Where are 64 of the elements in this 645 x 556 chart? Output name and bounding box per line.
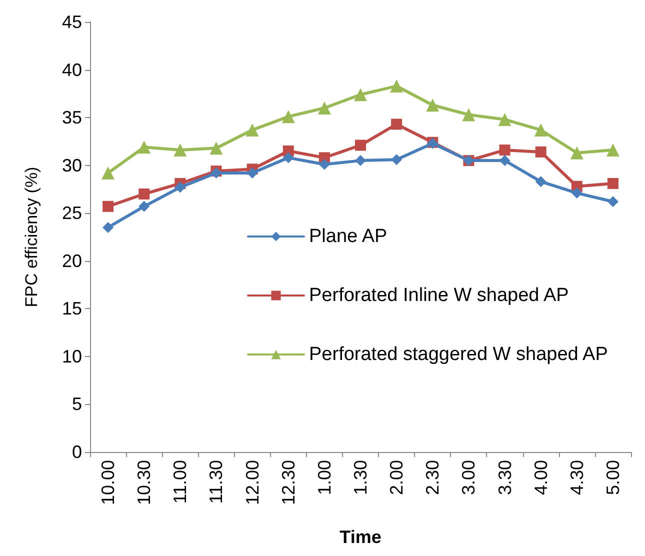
point — [390, 80, 404, 93]
x-tick-label: 4.00 — [530, 460, 551, 496]
point — [102, 166, 115, 180]
y-tick-label: 20 — [62, 250, 82, 271]
point — [355, 140, 366, 151]
point — [355, 155, 366, 166]
x-tick-label: 10.00 — [98, 460, 118, 506]
point — [318, 102, 331, 114]
point — [282, 110, 295, 124]
point — [391, 154, 402, 166]
y-tick-label: 35 — [62, 108, 82, 128]
x-tick-label: 3.00 — [458, 460, 479, 496]
y-axis-title: FPC efficiency (%) — [22, 166, 41, 308]
x-tick-label: 4.30 — [566, 460, 587, 496]
y-tick-label: 15 — [62, 298, 82, 319]
y-tick-label: 0 — [72, 442, 82, 462]
x-tick-label: 2.00 — [386, 460, 407, 496]
point — [607, 196, 618, 208]
point — [571, 188, 582, 199]
y-tick-label: 10 — [62, 346, 82, 366]
point — [391, 118, 402, 130]
point — [138, 140, 151, 154]
point — [499, 144, 510, 156]
x-tick-label: 1.30 — [350, 460, 370, 496]
y-tick-label: 40 — [62, 60, 82, 80]
point — [607, 178, 618, 189]
y-tick-label: 45 — [62, 12, 82, 32]
x-tick-label: 11.30 — [206, 460, 226, 504]
x-axis-title: Time — [340, 527, 382, 547]
point — [174, 144, 187, 157]
point — [102, 222, 114, 233]
point — [138, 188, 150, 200]
point — [246, 123, 259, 136]
point — [535, 176, 546, 188]
x-tick-label: 5.00 — [602, 460, 623, 496]
point — [246, 167, 258, 178]
point — [535, 146, 546, 158]
y-tick-label: 5 — [72, 394, 82, 414]
x-tick-label: 10.30 — [134, 460, 154, 506]
x-tick-label: 3.30 — [494, 460, 515, 496]
point — [138, 200, 150, 212]
legend-label: Perforated staggered W shaped AP — [309, 344, 608, 365]
point — [174, 182, 186, 193]
point — [210, 142, 223, 155]
y-tick-label: 30 — [62, 155, 82, 176]
x-tick-label: 12.30 — [278, 460, 298, 506]
point — [499, 155, 510, 166]
point — [534, 123, 548, 136]
legend-label: Perforated Inline W shaped AP — [309, 285, 569, 306]
point — [498, 112, 512, 126]
x-tick-label: 2.30 — [422, 460, 443, 496]
x-tick-label: 12.00 — [242, 460, 262, 506]
point — [606, 144, 620, 157]
point — [570, 146, 584, 160]
point — [426, 98, 440, 112]
point — [354, 88, 367, 102]
x-tick-label: 1.00 — [314, 460, 334, 496]
legend-label: Plane AP — [309, 226, 388, 247]
point — [282, 152, 294, 164]
point — [318, 158, 330, 170]
x-tick-label: 11.00 — [170, 460, 190, 504]
point — [462, 108, 476, 122]
y-tick-label: 25 — [62, 203, 82, 224]
point — [102, 200, 114, 212]
